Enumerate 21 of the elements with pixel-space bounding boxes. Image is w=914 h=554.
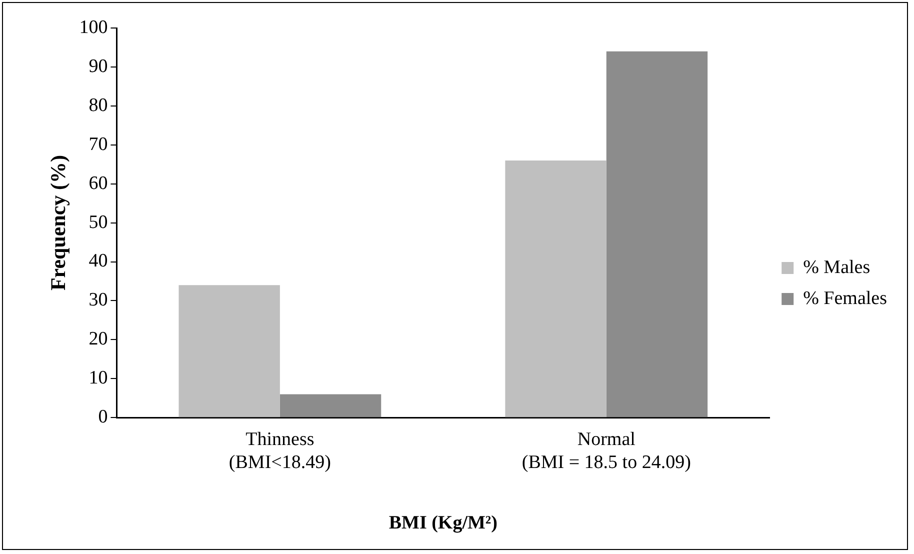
bar [178, 285, 280, 418]
bar [606, 51, 708, 418]
y-tick-label: 30 [88, 290, 108, 311]
y-tick-label: 80 [88, 94, 108, 116]
x-axis-title: BMI (Kg/M²) [388, 512, 498, 534]
y-tick-label: 0 [98, 406, 108, 428]
y-axis-title: Frequency (%) [46, 155, 70, 291]
bar [505, 160, 606, 418]
legend-label: % Males [803, 256, 870, 278]
x-tick-label: Normal (BMI = 18.5 to 24.09) [522, 428, 691, 473]
legend-label: % Females [803, 288, 888, 309]
y-tick-label: 20 [88, 328, 108, 350]
x-tick-label: Thinness (BMI<18.49) [228, 428, 331, 473]
y-tick-label: 60 [88, 172, 108, 194]
y-tick-label: 40 [88, 250, 108, 272]
y-tick-label: 10 [88, 368, 108, 389]
bar [280, 394, 382, 418]
y-tick-label: 90 [88, 56, 108, 77]
y-tick-label: 70 [88, 134, 108, 155]
y-tick-label: 100 [79, 16, 108, 38]
y-tick-label: 50 [88, 212, 108, 233]
